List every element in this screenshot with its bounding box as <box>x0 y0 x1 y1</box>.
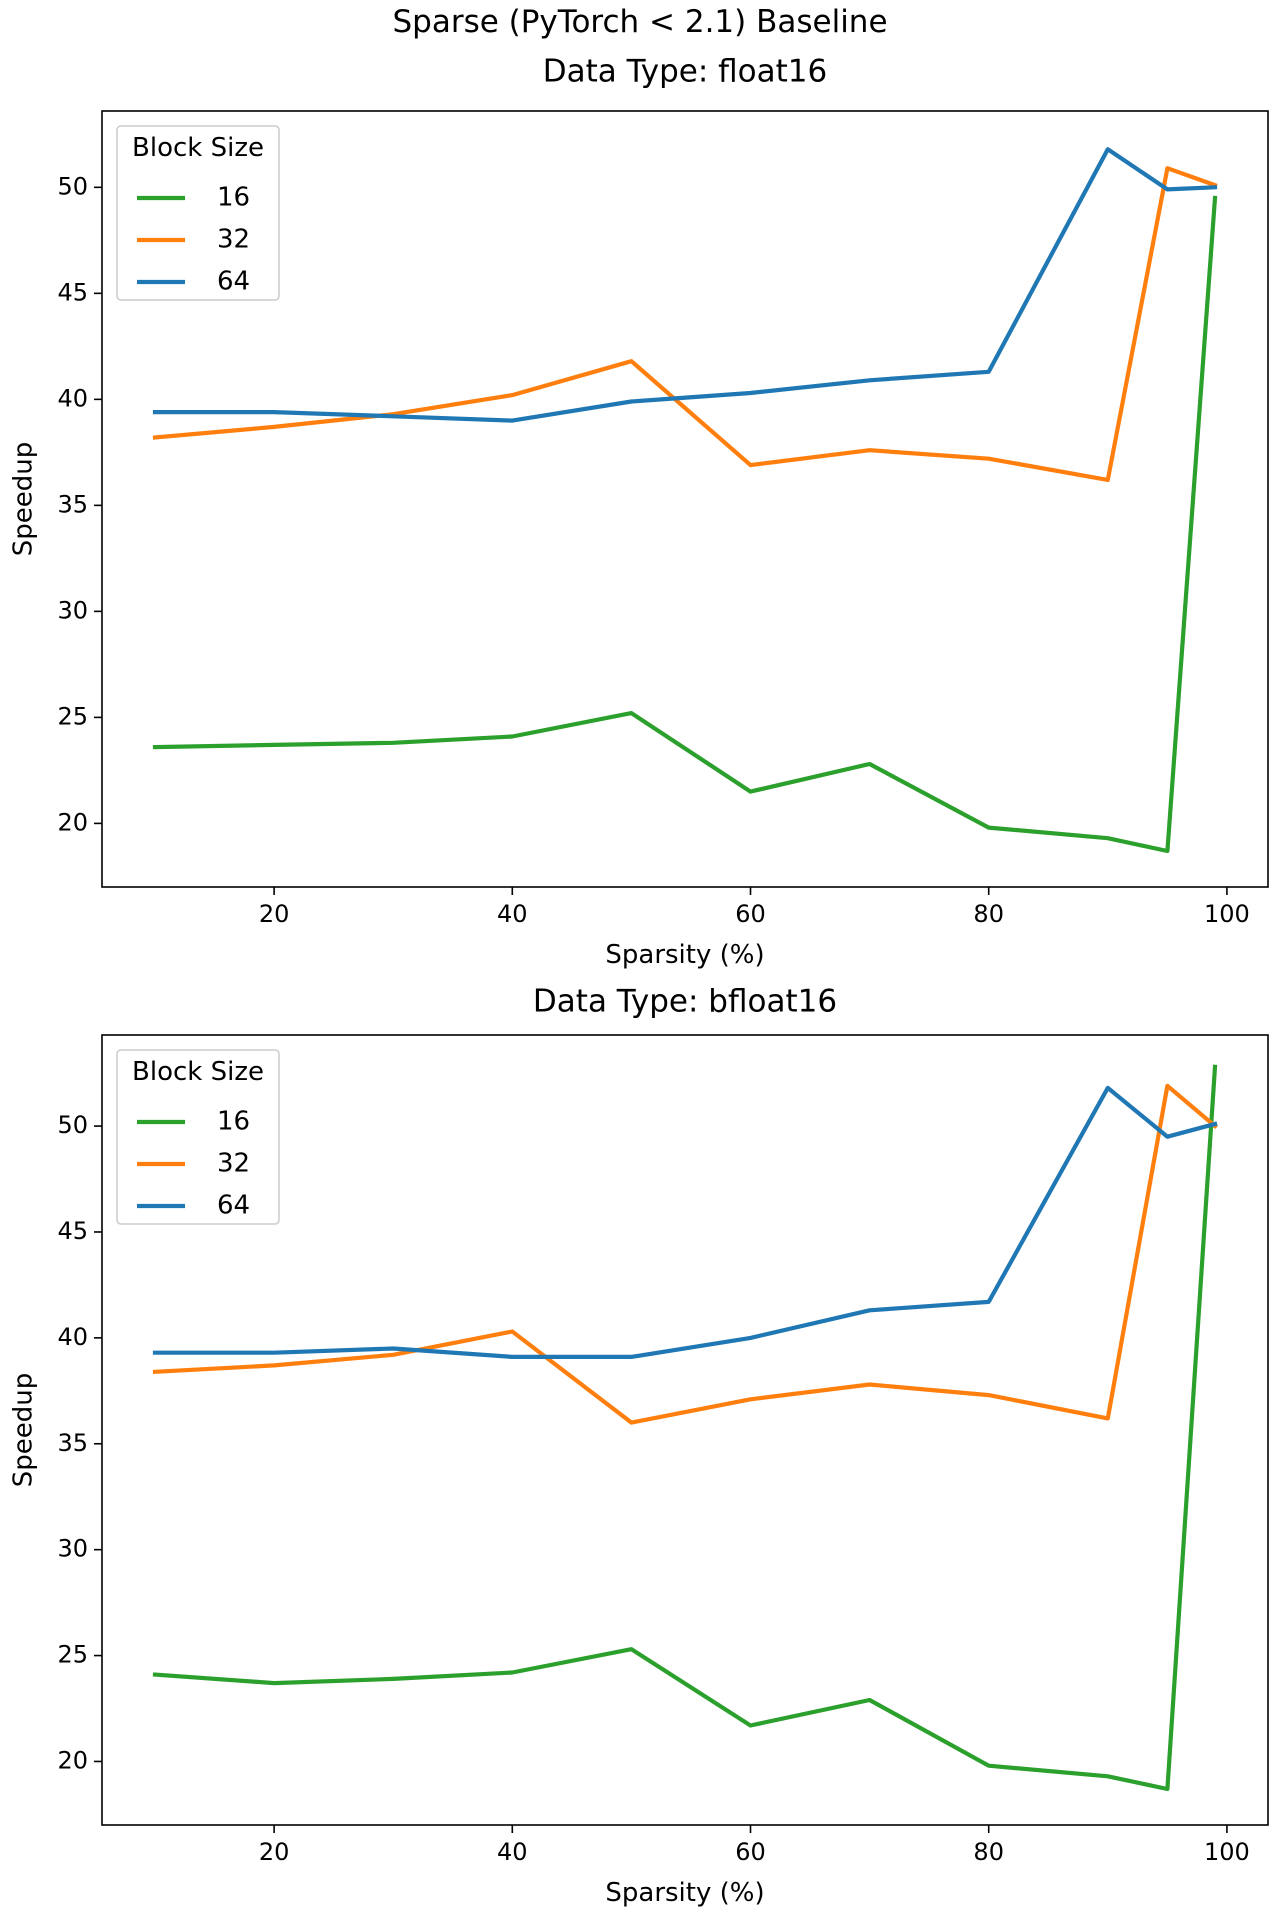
x-tick-label: 60 <box>735 1838 766 1866</box>
y-tick-label: 25 <box>57 702 88 730</box>
x-tick-label: 20 <box>259 900 290 928</box>
chart-title: Data Type: bfloat16 <box>533 985 837 1020</box>
legend-title: Block Size <box>132 133 264 163</box>
chart-title: Data Type: float16 <box>543 54 827 90</box>
series-line-16 <box>152 1064 1218 1792</box>
x-tick-label: 80 <box>973 1838 1004 1866</box>
figure-title: Sparse (PyTorch < 2.1) Baseline <box>392 4 888 40</box>
x-axis-label: Sparsity (%) <box>605 1878 764 1908</box>
x-tick-label: 80 <box>973 900 1004 928</box>
legend-label-64: 64 <box>217 267 250 297</box>
series-line-32 <box>152 166 1218 482</box>
legend-label-64: 64 <box>217 1191 250 1221</box>
axes-frame <box>101 1034 1269 1826</box>
y-tick-label: 20 <box>57 1746 88 1774</box>
y-tick-label: 35 <box>57 490 88 518</box>
y-tick-label: 40 <box>57 1323 88 1351</box>
y-tick-label: 50 <box>57 1111 88 1139</box>
series-line-64 <box>152 1085 1218 1359</box>
y-tick-label: 30 <box>57 1535 88 1563</box>
y-axis-label: Speedup <box>9 1373 39 1488</box>
legend-label-32: 32 <box>217 1149 250 1179</box>
legend-box <box>116 1049 280 1225</box>
x-tick-label: 100 <box>1204 900 1250 928</box>
axes-frame <box>101 110 1269 888</box>
legend-label-16: 16 <box>217 1107 250 1137</box>
legend-box <box>116 125 280 301</box>
y-tick-label: 35 <box>57 1429 88 1457</box>
series-line-16 <box>152 195 1218 854</box>
x-tick-label: 40 <box>497 1838 528 1866</box>
legend-label-16: 16 <box>217 183 250 213</box>
y-axis-label: Speedup <box>9 442 39 557</box>
y-tick-label: 20 <box>57 808 88 836</box>
y-tick-label: 45 <box>57 278 88 306</box>
y-tick-label: 45 <box>57 1217 88 1245</box>
legend-label-32: 32 <box>217 225 250 255</box>
y-tick-label: 25 <box>57 1641 88 1669</box>
chart-bfloat16: Data Type: bfloat16 20 40 60 80 100 20 25 30 35 40… <box>9 985 1269 1908</box>
y-tick-label: 30 <box>57 596 88 624</box>
series-line-64 <box>152 147 1218 423</box>
x-tick-label: 60 <box>735 900 766 928</box>
legend-title: Block Size <box>132 1057 264 1087</box>
x-tick-label: 20 <box>259 1838 290 1866</box>
x-axis-label: Sparsity (%) <box>605 940 764 970</box>
x-tick-label: 100 <box>1204 1838 1250 1866</box>
y-tick-label: 50 <box>57 172 88 200</box>
y-tick-label: 40 <box>57 384 88 412</box>
series-line-32 <box>152 1083 1218 1425</box>
x-tick-label: 40 <box>497 900 528 928</box>
chart-float16: Data Type: float16 20 40 60 80 100 20 25 30 35 40 4… <box>9 54 1269 970</box>
